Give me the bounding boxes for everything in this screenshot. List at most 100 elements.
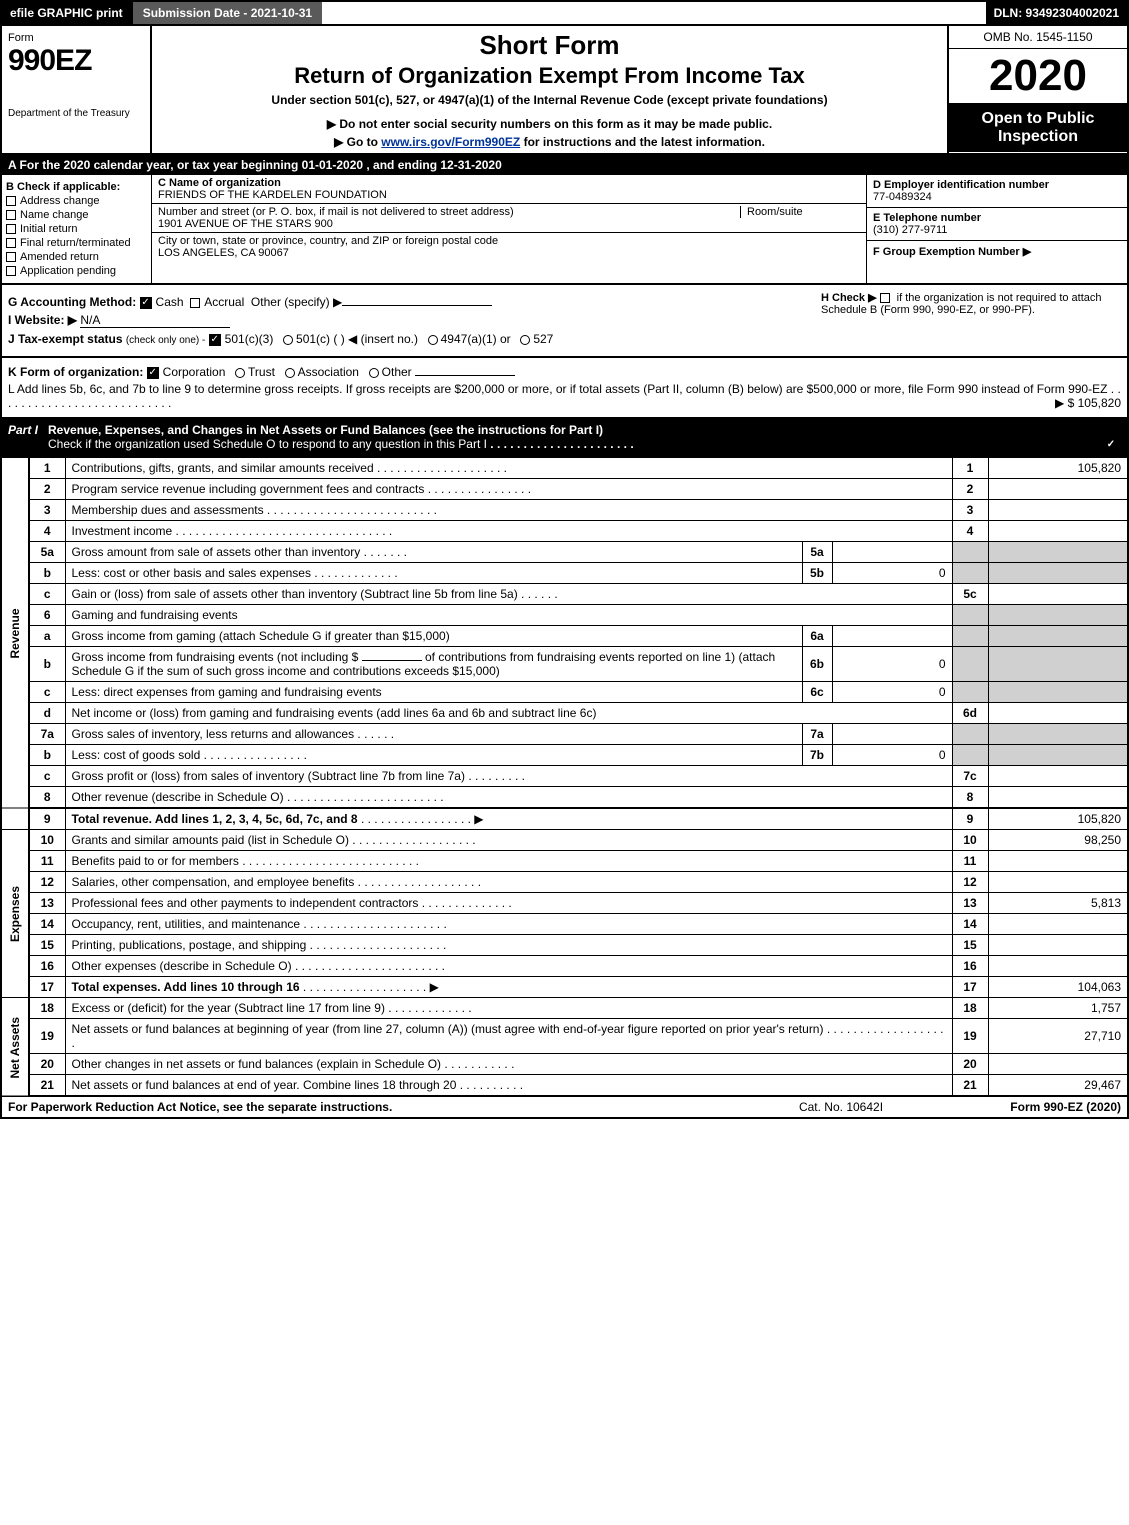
line-text: Salaries, other compensation, and employ… [65, 872, 952, 893]
cb-initial-return[interactable]: Initial return [6, 223, 147, 235]
cb-application-pending[interactable]: Application pending [6, 265, 147, 277]
org-name-label: C Name of organization [158, 177, 281, 189]
line-rnum: 4 [952, 521, 988, 542]
line-rnum: 14 [952, 914, 988, 935]
line-num: 5a [29, 542, 65, 563]
shaded-cell [952, 682, 988, 703]
line-text: Gross amount from sale of assets other t… [65, 542, 802, 563]
efile-print-label[interactable]: efile GRAPHIC print [2, 2, 131, 24]
row-a-tax-year: A For the 2020 calendar year, or tax yea… [0, 155, 1129, 175]
shaded-cell [952, 605, 988, 626]
fundraising-amount-input[interactable] [362, 660, 422, 661]
line-rnum: 1 [952, 458, 988, 479]
line-text: Gross income from fundraising events (no… [65, 647, 802, 682]
line-amount [988, 1054, 1128, 1075]
4947-radio[interactable] [428, 335, 438, 345]
revenue-side-label: Revenue [1, 458, 29, 809]
sub-val [832, 542, 952, 563]
table-row: d Net income or (loss) from gaming and f… [1, 703, 1128, 724]
line-text: Other changes in net assets or fund bala… [65, 1054, 952, 1075]
sub-num: 7b [802, 745, 832, 766]
501c3-checkbox-checked[interactable]: ✓ [209, 334, 221, 346]
line-num: 6 [29, 605, 65, 626]
line-num: 10 [29, 830, 65, 851]
line-rnum: 13 [952, 893, 988, 914]
cb-label: Amended return [20, 251, 99, 263]
shaded-cell [988, 724, 1128, 745]
assoc-label: Association [298, 365, 359, 379]
schedule-o-checkbox-checked[interactable]: ✓ [1105, 439, 1117, 451]
irs-link[interactable]: www.irs.gov/Form990EZ [381, 135, 520, 149]
table-row: 16 Other expenses (describe in Schedule … [1, 956, 1128, 977]
line-rnum: 10 [952, 830, 988, 851]
line-num: 7a [29, 724, 65, 745]
shaded-cell [988, 745, 1128, 766]
h-checkbox[interactable] [880, 293, 890, 303]
sub-val [832, 724, 952, 745]
line-num: 11 [29, 851, 65, 872]
line-text: Gross profit or (loss) from sales of inv… [65, 766, 952, 787]
goto-instructions: ▶ Go to www.irs.gov/Form990EZ for instru… [160, 135, 939, 149]
topbar-spacer [322, 2, 985, 24]
line-text: Less: cost of goods sold . . . . . . . .… [65, 745, 802, 766]
line-text: Total revenue. Add lines 1, 2, 3, 4, 5c,… [65, 808, 952, 830]
page-footer: For Paperwork Reduction Act Notice, see … [0, 1097, 1129, 1119]
527-label: 527 [533, 332, 553, 346]
line-text: Contributions, gifts, grants, and simila… [65, 458, 952, 479]
line-num: 3 [29, 500, 65, 521]
corp-checkbox-checked[interactable]: ✓ [147, 367, 159, 379]
phone-value: (310) 277-9711 [873, 224, 947, 236]
line-num: 12 [29, 872, 65, 893]
line-amount: 27,710 [988, 1019, 1128, 1054]
4947-label: 4947(a)(1) or [441, 332, 511, 346]
table-row: c Gain or (loss) from sale of assets oth… [1, 584, 1128, 605]
accrual-label: Accrual [204, 295, 244, 309]
sub-num: 6a [802, 626, 832, 647]
line-amount [988, 787, 1128, 809]
assoc-radio[interactable] [285, 368, 295, 378]
line-text: Gross sales of inventory, less returns a… [65, 724, 802, 745]
501c-radio[interactable] [283, 335, 293, 345]
line-rnum: 17 [952, 977, 988, 998]
netassets-side-label: Net Assets [1, 998, 29, 1097]
cb-amended-return[interactable]: Amended return [6, 251, 147, 263]
sub-val: 0 [832, 563, 952, 584]
line-text: Grants and similar amounts paid (list in… [65, 830, 952, 851]
city-value: LOS ANGELES, CA 90067 [158, 247, 289, 259]
527-radio[interactable] [520, 335, 530, 345]
org-name-value: FRIENDS OF THE KARDELEN FOUNDATION [158, 189, 387, 201]
section-e: E Telephone number (310) 277-9711 [867, 208, 1127, 241]
line-text: Program service revenue including govern… [65, 479, 952, 500]
checkbox-icon [6, 238, 16, 248]
accrual-checkbox[interactable] [190, 298, 200, 308]
line-text: Net assets or fund balances at end of ye… [65, 1075, 952, 1097]
table-row: 6 Gaming and fundraising events [1, 605, 1128, 626]
line-amount: 1,757 [988, 998, 1128, 1019]
cb-final-return[interactable]: Final return/terminated [6, 237, 147, 249]
section-c: C Name of organization FRIENDS OF THE KA… [152, 175, 867, 283]
website-label: I Website: ▶ [8, 313, 77, 327]
line-amount: 104,063 [988, 977, 1128, 998]
cat-no: Cat. No. 10642I [741, 1100, 941, 1114]
line-num: 13 [29, 893, 65, 914]
line-amount [988, 851, 1128, 872]
cb-address-change[interactable]: Address change [6, 195, 147, 207]
trust-radio[interactable] [235, 368, 245, 378]
line-num: c [29, 682, 65, 703]
city-row: City or town, state or province, country… [152, 233, 866, 261]
cash-checkbox-checked[interactable]: ✓ [140, 297, 152, 309]
other-org-input[interactable] [415, 375, 515, 376]
short-form-title: Short Form [160, 30, 939, 61]
line-num: b [29, 647, 65, 682]
header-middle: Short Form Return of Organization Exempt… [152, 26, 947, 153]
line-text: Investment income . . . . . . . . . . . … [65, 521, 952, 542]
line-rnum: 16 [952, 956, 988, 977]
line-amount [988, 584, 1128, 605]
cb-name-change[interactable]: Name change [6, 209, 147, 221]
other-specify-input[interactable] [342, 305, 492, 306]
other-org-radio[interactable] [369, 368, 379, 378]
line-text: Gain or (loss) from sale of assets other… [65, 584, 952, 605]
line-num: b [29, 745, 65, 766]
checkbox-icon [6, 210, 16, 220]
table-row: 12 Salaries, other compensation, and emp… [1, 872, 1128, 893]
